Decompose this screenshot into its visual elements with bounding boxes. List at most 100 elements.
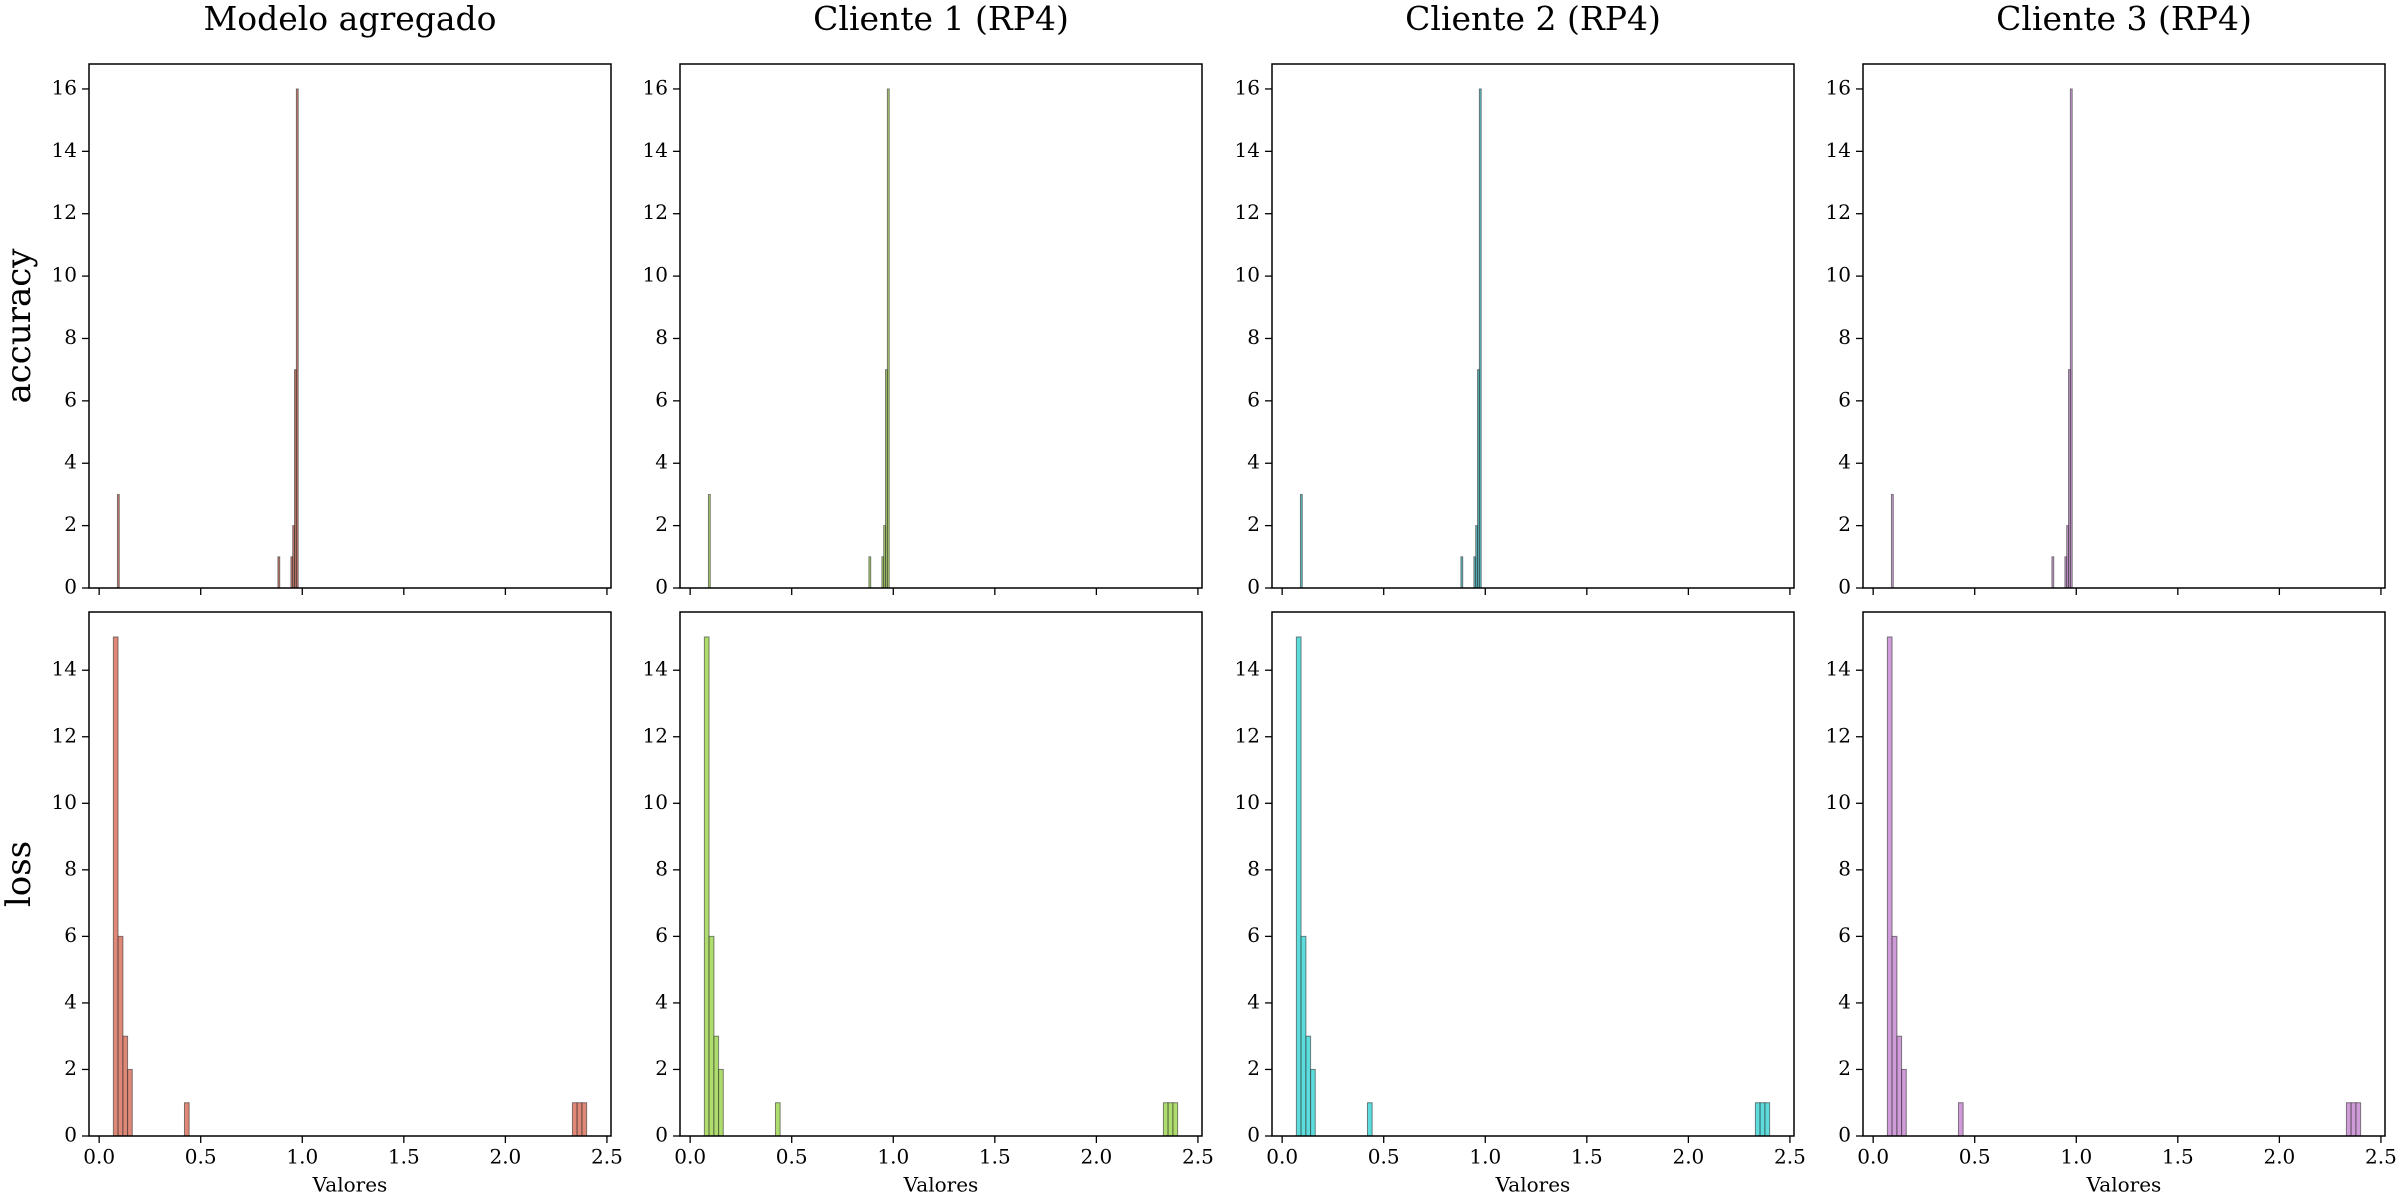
y-tick-label: 8 (655, 856, 668, 880)
histogram-bar (1886, 636, 1893, 1137)
y-tick-label: 10 (643, 790, 668, 814)
y-tick-label: 16 (1826, 75, 1851, 99)
histogram-bar (1460, 556, 1464, 589)
y-axis-label: loss (0, 841, 39, 907)
y-tick-label: 12 (643, 723, 668, 747)
y-tick-label: 0 (1247, 575, 1260, 599)
histogram-bar (2345, 1102, 2352, 1137)
histogram-bar (1366, 1102, 1373, 1137)
y-tick-label: 2 (1247, 1056, 1260, 1080)
x-tick-label: 0.0 (1857, 1145, 1889, 1169)
y-tick-label: 14 (1826, 657, 1851, 681)
y-tick-label: 4 (655, 989, 668, 1013)
y-tick-label: 4 (1838, 989, 1851, 1013)
x-tick-label: 0.5 (185, 1145, 217, 1169)
y-tick-label: 14 (643, 138, 668, 162)
x-tick-label: 1.5 (1571, 1145, 1603, 1169)
histogram-bar (576, 1102, 583, 1137)
histogram-bar (127, 1068, 133, 1137)
y-tick-label: 8 (1247, 325, 1260, 349)
y-tick-label: 6 (655, 923, 668, 947)
x-tick-label: 0.0 (674, 1145, 706, 1169)
y-tick-label: 4 (655, 450, 668, 474)
histogram-bar (708, 935, 715, 1137)
y-tick-label: 12 (1826, 723, 1851, 747)
y-tick-label: 10 (52, 263, 77, 287)
axes-frame (1862, 611, 2386, 1137)
histogram-bar (1300, 935, 1307, 1137)
y-tick-label: 10 (1235, 263, 1260, 287)
y-tick-label: 14 (1826, 138, 1851, 162)
x-axis-label: Valores (312, 1173, 388, 1197)
subplot-title: Cliente 1 (RP4) (813, 0, 1069, 38)
y-tick-label: 14 (52, 138, 77, 162)
x-tick-label: 2.5 (2365, 1145, 2397, 1169)
y-tick-label: 12 (52, 200, 77, 224)
histogram-bar (707, 493, 711, 589)
y-tick-label: 0 (655, 575, 668, 599)
y-tick-label: 8 (1838, 325, 1851, 349)
histogram-bar (117, 935, 124, 1137)
x-tick-label: 0.0 (1266, 1145, 1298, 1169)
y-tick-label: 16 (52, 75, 77, 99)
x-tick-label: 0.0 (83, 1145, 115, 1169)
y-tick-label: 6 (1838, 387, 1851, 411)
y-tick-label: 0 (64, 1123, 77, 1147)
y-tick-label: 8 (64, 856, 77, 880)
y-tick-label: 14 (643, 657, 668, 681)
histogram-bar (295, 88, 299, 589)
histogram-bar (868, 556, 872, 589)
y-tick-label: 2 (64, 512, 77, 536)
y-tick-label: 0 (1838, 1123, 1851, 1147)
y-tick-label: 2 (1838, 512, 1851, 536)
y-tick-label: 6 (1247, 923, 1260, 947)
histogram-bar (1901, 1068, 1907, 1137)
y-tick-label: 2 (1247, 512, 1260, 536)
x-tick-label: 1.0 (2060, 1145, 2092, 1169)
y-tick-label: 10 (1826, 263, 1851, 287)
y-tick-label: 6 (655, 387, 668, 411)
y-tick-label: 0 (1838, 575, 1851, 599)
x-tick-label: 2.0 (489, 1145, 521, 1169)
x-tick-label: 1.0 (286, 1145, 318, 1169)
histogram-bar (1890, 493, 1894, 589)
y-tick-label: 14 (1235, 657, 1260, 681)
histogram-bar (122, 1035, 129, 1137)
histogram-bar (718, 1068, 724, 1137)
axes-frame (88, 63, 612, 589)
subplot-title: Cliente 2 (RP4) (1405, 0, 1661, 38)
y-tick-label: 8 (1247, 856, 1260, 880)
histogram-bar (1310, 1068, 1316, 1137)
histogram-bar (277, 556, 281, 589)
y-tick-label: 8 (655, 325, 668, 349)
y-axis-label: accuracy (0, 248, 39, 404)
axes-frame (88, 611, 612, 1137)
histogram-bar (1295, 636, 1302, 1137)
histogram-bar (713, 1035, 720, 1137)
histogram-bar (116, 493, 120, 589)
histogram-bar (703, 636, 710, 1137)
subplot-title: Modelo agregado (203, 0, 496, 38)
x-axis-label: Valores (2086, 1173, 2162, 1197)
axes-frame (1271, 63, 1795, 589)
y-tick-label: 4 (1838, 450, 1851, 474)
y-tick-label: 10 (1826, 790, 1851, 814)
histogram-bar (1896, 1035, 1903, 1137)
x-tick-label: 2.5 (1182, 1145, 1214, 1169)
y-tick-label: 12 (1826, 200, 1851, 224)
histogram-bar (183, 1102, 190, 1137)
histogram-bar (581, 1102, 588, 1137)
histogram-bar (1891, 935, 1898, 1137)
x-tick-label: 1.5 (979, 1145, 1011, 1169)
histogram-bar (2355, 1102, 2362, 1137)
y-tick-label: 8 (1838, 856, 1851, 880)
y-tick-label: 8 (64, 325, 77, 349)
y-tick-label: 2 (655, 1056, 668, 1080)
y-tick-label: 4 (64, 450, 77, 474)
x-tick-label: 2.0 (1080, 1145, 1112, 1169)
histogram-bar (571, 1102, 578, 1137)
y-tick-label: 12 (52, 723, 77, 747)
histogram-bar (1172, 1102, 1179, 1137)
y-tick-label: 0 (655, 1123, 668, 1147)
